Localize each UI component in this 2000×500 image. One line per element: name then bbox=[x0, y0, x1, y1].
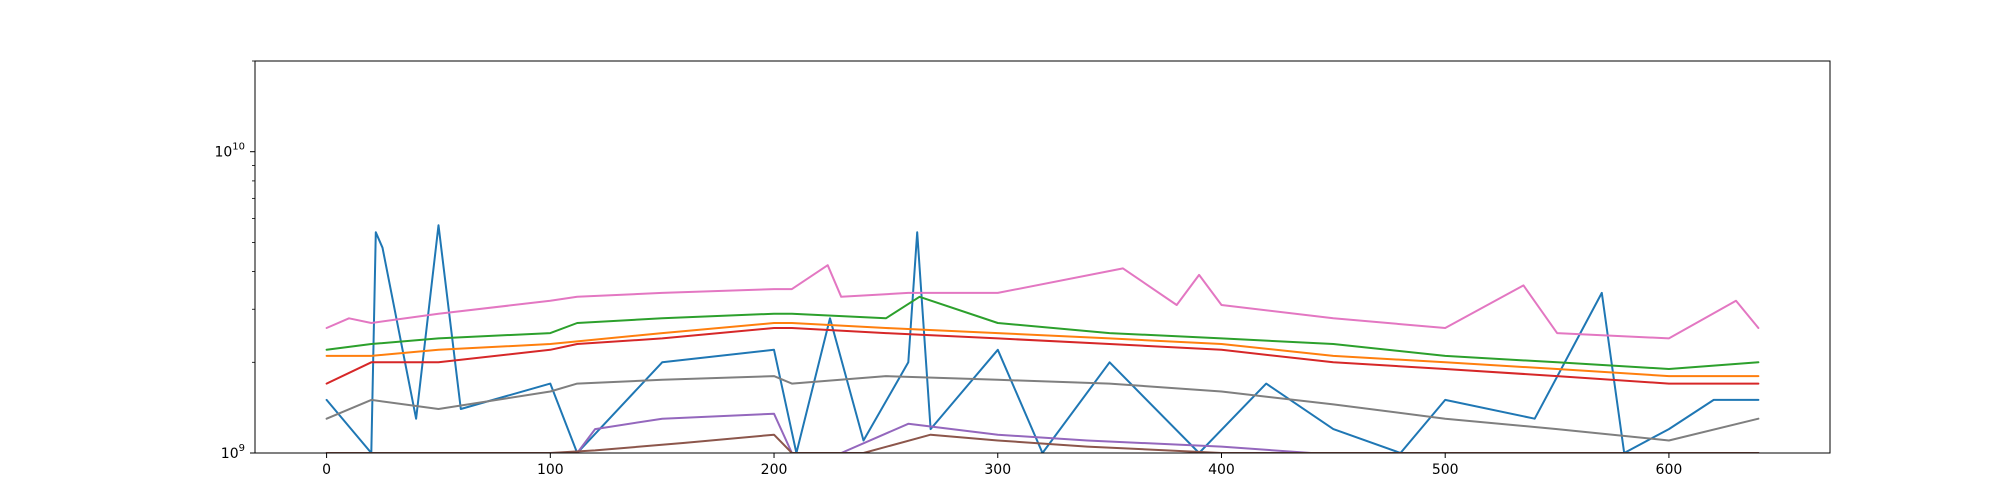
series-line-2 bbox=[325, 322, 1760, 378]
axes-frame bbox=[254, 60, 1831, 454]
x-tick-label: 600 bbox=[1656, 462, 1683, 478]
y-tick-label: 1010 bbox=[214, 142, 245, 161]
series-line-3 bbox=[325, 295, 1760, 370]
series-line-8 bbox=[325, 375, 1760, 442]
series-line-6 bbox=[325, 433, 1760, 453]
x-tick-label: 500 bbox=[1432, 462, 1459, 478]
x-tick-label: 200 bbox=[761, 462, 788, 478]
series-line-1 bbox=[325, 224, 1760, 453]
series-line-4 bbox=[325, 327, 1760, 385]
x-tick-label: 300 bbox=[984, 462, 1011, 478]
y-axis: 109 1010 bbox=[214, 60, 255, 462]
x-tick-label: 400 bbox=[1208, 462, 1235, 478]
y-tick-label: 109 bbox=[221, 443, 245, 462]
series-line-7 bbox=[325, 264, 1760, 340]
series-layer bbox=[325, 224, 1760, 453]
series-line-5 bbox=[325, 412, 1760, 453]
x-tick-label: 0 bbox=[322, 462, 331, 478]
x-tick-label: 100 bbox=[537, 462, 564, 478]
x-axis: 0 100 200 300 400 500 600 bbox=[322, 453, 1682, 478]
